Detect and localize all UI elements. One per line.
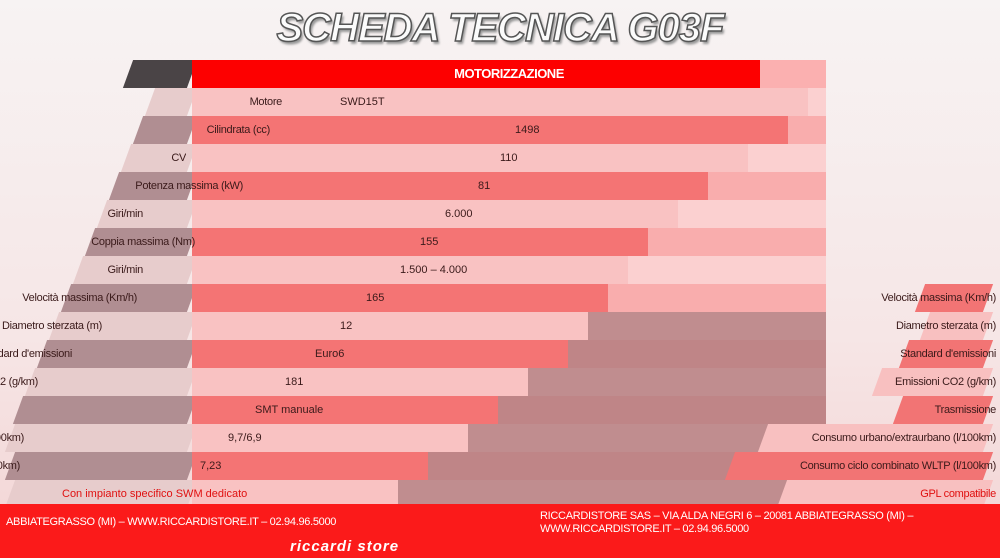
row-label: Giri/min <box>107 264 144 276</box>
row-shift-block <box>808 88 826 116</box>
row-shift-block <box>748 144 826 172</box>
row-value: 6.000 <box>445 208 473 220</box>
section-header-bar <box>192 60 826 88</box>
row-shift-block <box>498 396 826 424</box>
row-value: 81 <box>478 180 491 192</box>
page-title: SCHEDA TECNICA G03F <box>276 5 725 51</box>
row-label-wrap: Emissioni CO2 (g/km) <box>0 368 38 396</box>
table-row <box>192 144 826 172</box>
row-value: 12 <box>340 320 353 332</box>
row-label: Motore <box>249 96 282 108</box>
row-shift-block <box>708 172 826 200</box>
row-label-wrap: Velocità massima (Km/h) <box>0 284 137 312</box>
row-value: 9,7/6,9 <box>228 432 262 444</box>
section-header: MOTORIZZAZIONE <box>192 60 826 88</box>
row-label-right: GPL compatibile <box>920 488 996 500</box>
row-label-right: Standard d'emissioni <box>900 348 996 360</box>
table-row <box>192 116 826 144</box>
row-label-wrap: CV <box>0 144 186 172</box>
row-label: Emissioni CO2 (g/km) <box>0 376 38 388</box>
row-label: Consumo ciclo combinato WLTP (l/100km) <box>0 460 20 472</box>
row-value: 165 <box>366 292 385 304</box>
row-value: Euro6 <box>315 348 345 360</box>
row-label: Potenza massima (kW) <box>135 180 243 192</box>
row-label-wrap: Consumo ciclo combinato WLTP (l/100km) <box>0 452 20 480</box>
row-label-cell <box>4 452 198 480</box>
row-shift-block <box>678 200 826 228</box>
section-header-label: MOTORIZZAZIONE <box>454 66 564 81</box>
row-shift-block <box>588 312 826 340</box>
footer-logo: riccardi store <box>290 538 400 555</box>
header-left-block <box>122 60 198 88</box>
row-label: Cilindrata (cc) <box>206 124 270 136</box>
row-label-right: Trasmissione <box>934 404 997 416</box>
row-label-wrap: Potenza massima (kW) <box>0 172 243 200</box>
row-label-cell <box>4 424 198 452</box>
row-value: 110 <box>500 152 518 164</box>
row-shift-block <box>608 284 826 312</box>
header-ghost-block <box>760 60 826 88</box>
row-value: SWD15T <box>340 96 385 108</box>
table-row <box>192 88 826 116</box>
row-label-right: Diametro sterzata (m) <box>895 320 996 332</box>
row-label-wrap: Consumo urbano/extraurbano (l/100km) <box>0 424 24 452</box>
row-label: CV <box>171 152 186 164</box>
row-label: Consumo urbano/extraurbano (l/100km) <box>0 432 24 444</box>
row-label: Standard d'emissioni <box>0 348 72 360</box>
row-label-right: Velocità massima (Km/h) <box>881 292 996 304</box>
row-value: 7,23 <box>200 460 222 472</box>
row-label-cell <box>24 368 198 396</box>
row-shift-block <box>528 368 826 396</box>
row-value: 155 <box>420 236 439 248</box>
row-shift-block <box>628 256 826 284</box>
row-shift-block <box>568 340 826 368</box>
row-label-wrap: Giri/min <box>0 256 144 284</box>
row-label: Giri/min <box>107 208 144 220</box>
row-value: Con impianto specifico SWM dedicato <box>62 488 248 500</box>
row-label: Diametro sterzata (m) <box>1 320 102 332</box>
row-label-cell <box>12 396 198 424</box>
row-label-right: Consumo urbano/extraurbano (l/100km) <box>811 432 997 444</box>
footer-contact-left: ABBIATEGRASSO (MI) – WWW.RICCARDISTORE.I… <box>6 516 337 528</box>
footer-bar <box>0 504 1000 558</box>
row-shift-block <box>788 116 826 144</box>
footer-contact-right: RICCARDISTORE SAS – VIA ALDA NEGRI 6 – 2… <box>540 510 914 535</box>
row-value: SMT manuale <box>255 404 324 416</box>
row-label-right: Emissioni CO2 (g/km) <box>895 376 996 388</box>
row-label-wrap: Cilindrata (cc) <box>0 116 270 144</box>
row-label-right: Consumo ciclo combinato WLTP (l/100km) <box>799 460 996 472</box>
row-label: Velocità massima (Km/h) <box>22 292 137 304</box>
row-label-wrap: Coppia massima (Nm) <box>0 228 195 256</box>
row-shift-block <box>398 480 826 508</box>
row-shift-block <box>648 228 826 256</box>
row-value: 181 <box>285 376 304 388</box>
row-value: 1.500 – 4.000 <box>400 264 468 276</box>
row-label-wrap: Motore <box>0 88 282 116</box>
row-value: 1498 <box>515 124 540 136</box>
row-label-wrap: Giri/min <box>0 200 144 228</box>
row-label: Coppia massima (Nm) <box>91 236 195 248</box>
row-label-wrap: Standard d'emissioni <box>0 340 72 368</box>
row-label-wrap: Diametro sterzata (m) <box>0 312 102 340</box>
